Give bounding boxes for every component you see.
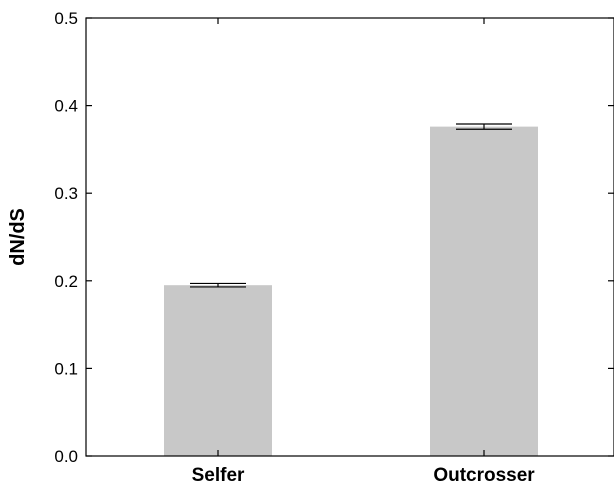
bar-selfer xyxy=(164,285,272,456)
y-axis-ticks: 0.0 0.1 0.2 0.3 0.4 0.5 xyxy=(54,9,614,466)
y-tick-label: 0.4 xyxy=(54,97,78,116)
y-tick-label: 0.2 xyxy=(54,272,78,291)
x-tick-label-selfer: Selfer xyxy=(192,465,245,486)
x-axis-ticks: Selfer Outcrosser xyxy=(192,18,535,486)
y-tick-label: 0.1 xyxy=(54,359,78,378)
bars-layer xyxy=(164,126,538,457)
y-axis-title: dN/dS xyxy=(7,208,29,266)
y-tick-label: 0.0 xyxy=(54,447,78,466)
x-tick-label-outcrosser: Outcrosser xyxy=(433,465,535,486)
y-tick-label: 0.3 xyxy=(54,184,78,203)
error-bar-outcrosser xyxy=(456,123,512,130)
bar-outcrosser xyxy=(430,126,538,457)
error-bars-layer xyxy=(190,123,512,288)
error-bar-selfer xyxy=(190,282,246,288)
y-tick-label: 0.5 xyxy=(54,9,78,28)
plot-frame xyxy=(85,17,614,457)
